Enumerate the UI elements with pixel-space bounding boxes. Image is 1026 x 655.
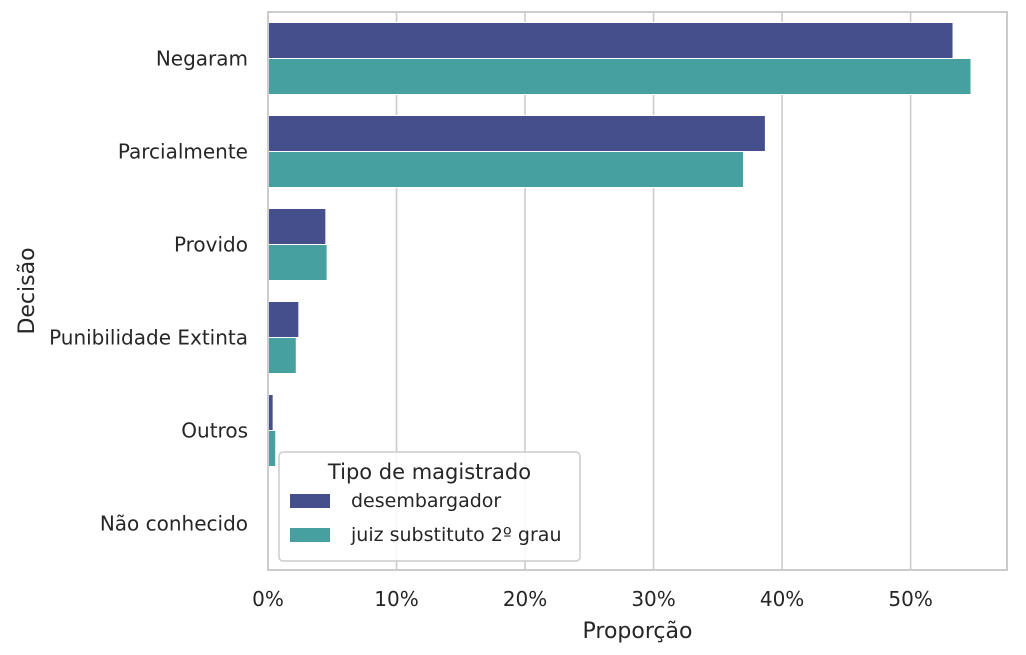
bar bbox=[267, 208, 327, 245]
y-tick-label: Negaram bbox=[156, 47, 248, 71]
x-tick-label: 30% bbox=[631, 587, 675, 611]
x-tick-label: 50% bbox=[888, 587, 932, 611]
x-axis-title: Proporção bbox=[583, 619, 693, 644]
legend-items: desembargador juiz substituto 2º grau bbox=[290, 490, 561, 546]
legend-box bbox=[278, 451, 581, 562]
legend-label: juiz substituto 2º grau bbox=[350, 524, 561, 546]
bar bbox=[267, 301, 300, 338]
x-tick-label: 20% bbox=[503, 587, 547, 611]
legend-title: Tipo de magistrado bbox=[327, 460, 531, 484]
y-axis-title: Decisão bbox=[15, 247, 40, 334]
y-tick-label: Parcialmente bbox=[118, 140, 248, 164]
legend: Tipo de magistrado desembargador juiz sub… bbox=[278, 451, 581, 562]
legend-swatch bbox=[290, 494, 330, 508]
bar bbox=[267, 244, 328, 281]
plot-frame bbox=[267, 11, 1008, 571]
bar bbox=[267, 337, 297, 374]
y-tick-label: Não conhecido bbox=[100, 512, 248, 536]
bar bbox=[267, 151, 745, 188]
bar bbox=[267, 58, 972, 95]
legend-swatch bbox=[290, 528, 330, 542]
legend-label: desembargador bbox=[351, 490, 501, 512]
y-tick-label: Provido bbox=[174, 233, 248, 257]
bar bbox=[267, 22, 954, 59]
bars bbox=[267, 22, 972, 467]
y-tick-label: Outros bbox=[181, 419, 248, 443]
x-tick-label: 10% bbox=[374, 587, 418, 611]
y-tick-label: Punibilidade Extinta bbox=[49, 326, 248, 350]
bar bbox=[267, 115, 766, 152]
x-tick-label: 0% bbox=[252, 587, 284, 611]
bar bbox=[267, 430, 277, 467]
x-tick-labels: 0% 10% 20% 30% 40% 50% bbox=[252, 587, 933, 611]
x-tick-label: 40% bbox=[760, 587, 804, 611]
y-tick-labels: Negaram Parcialmente Provido Punibilidade E… bbox=[49, 47, 248, 536]
